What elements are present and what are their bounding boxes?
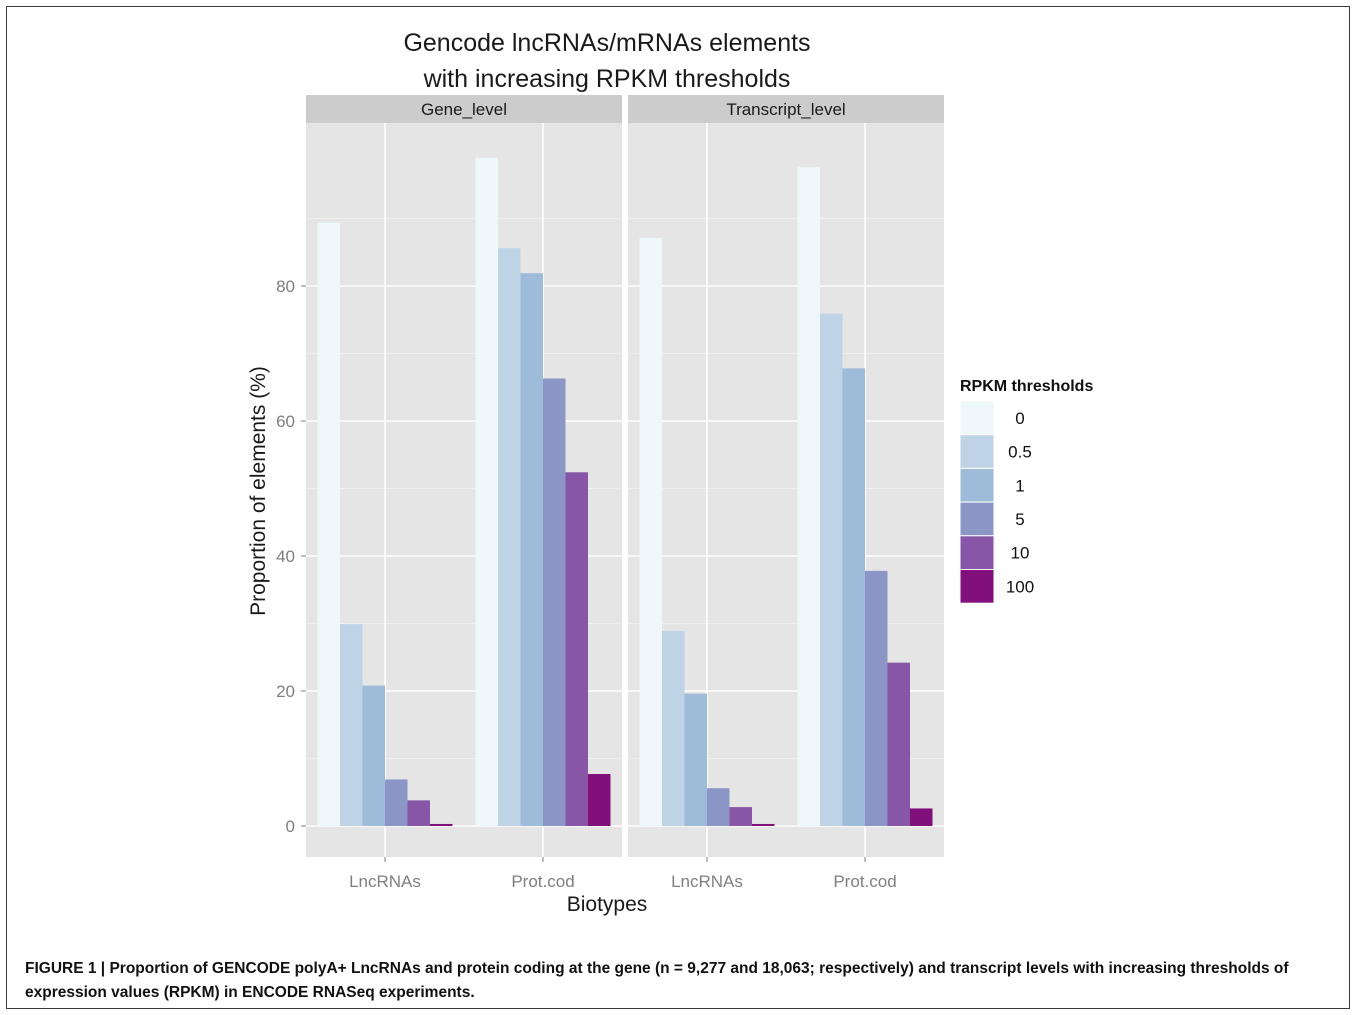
legend-title: RPKM thresholds: [960, 378, 1093, 395]
chart-title-line-2: with increasing RPKM thresholds: [423, 65, 791, 93]
legend-key-1: [959, 467, 995, 503]
bar-gene_level-protcod-rpkm-0: [475, 157, 498, 826]
legend-label-5: 5: [1015, 510, 1024, 529]
legend-label-0: 0: [1015, 409, 1024, 428]
bar-gene_level-lncrnas-rpkm-0.5: [340, 624, 363, 826]
bar-transcript_level-lncrnas-rpkm-10: [729, 807, 752, 826]
legend-label-100: 100: [1006, 577, 1034, 596]
bar-gene_level-protcod-rpkm-100: [588, 774, 611, 826]
bar-gene_level-protcod-rpkm-0.5: [498, 248, 521, 826]
plot-area: Gene_level LncRNAs Prot.cod Transcript_leve…: [276, 95, 944, 891]
bar-gene_level-lncrnas-rpkm-100: [430, 823, 453, 826]
bar-transcript_level-protcod-rpkm-1: [842, 368, 865, 826]
figure-frame: [6, 6, 1350, 1009]
y-tick-label: 20: [276, 682, 295, 701]
bar-gene_level-protcod-rpkm-10: [565, 472, 588, 826]
bar-gene_level-protcod-rpkm-1: [520, 273, 543, 826]
x-tick-label: Prot.cod: [833, 872, 896, 891]
bar-transcript_level-protcod-rpkm-0.5: [820, 313, 843, 826]
facet-strip-label-2: Transcript_level: [726, 100, 845, 119]
chart-title-line-1: Gencode lncRNAs/mRNAs elements: [403, 29, 810, 57]
legend-label-1: 1: [1015, 476, 1024, 495]
facet-strip-label-1: Gene_level: [421, 100, 507, 119]
x-tick-label: Prot.cod: [511, 872, 574, 891]
bar-transcript_level-protcod-rpkm-5: [865, 570, 888, 826]
legend-key-0.5: [959, 434, 995, 469]
bar-transcript_level-protcod-rpkm-0: [797, 167, 820, 826]
faceted-bar-chart: Gencode lncRNAs/mRNAs elements with incr…: [247, 29, 1093, 916]
x-axis-label: Biotypes: [567, 893, 648, 916]
legend: RPKM thresholds 0 0.5 1 5 10 100: [959, 378, 1093, 604]
y-tick-label: 0: [286, 817, 295, 836]
caption-text: Proportion of GENCODE polyA+ LncRNAs and…: [25, 960, 1289, 1001]
bar-transcript_level-lncrnas-rpkm-0.5: [662, 630, 685, 826]
legend-label-0.5: 0.5: [1008, 443, 1032, 462]
bar-gene_level-protcod-rpkm-5: [543, 378, 566, 826]
y-tick-label: 40: [276, 547, 295, 566]
bar-gene_level-lncrnas-rpkm-10: [407, 800, 430, 826]
caption-label: FIGURE 1 |: [25, 960, 106, 977]
legend-key-10: [959, 535, 995, 570]
legend-label-10: 10: [1011, 544, 1030, 563]
bar-transcript_level-lncrnas-rpkm-1: [684, 693, 707, 826]
y-tick-label: 60: [276, 412, 295, 431]
legend-key-100: [959, 569, 995, 604]
bar-transcript_level-lncrnas-rpkm-100: [752, 823, 775, 826]
y-axis-label: Proportion of elements (%): [247, 366, 270, 616]
x-tick-label: LncRNAs: [349, 872, 421, 891]
bar-gene_level-lncrnas-rpkm-1: [362, 685, 385, 826]
bar-transcript_level-protcod-rpkm-100: [910, 808, 933, 826]
legend-key-0: [959, 400, 995, 436]
bar-gene_level-lncrnas-rpkm-0: [317, 222, 340, 827]
bar-transcript_level-lncrnas-rpkm-5: [707, 788, 730, 826]
facet-strip-2: [628, 95, 944, 123]
x-tick-label: LncRNAs: [671, 872, 743, 891]
facet-strip-1: [306, 95, 622, 123]
bar-transcript_level-protcod-rpkm-10: [887, 662, 910, 826]
bar-gene_level-lncrnas-rpkm-5: [385, 779, 408, 826]
y-tick-label: 80: [276, 277, 295, 296]
bar-transcript_level-lncrnas-rpkm-0: [639, 238, 662, 826]
figure-caption: FIGURE 1 | Proportion of GENCODE polyA+ …: [25, 957, 1335, 1005]
legend-key-5: [959, 501, 995, 537]
